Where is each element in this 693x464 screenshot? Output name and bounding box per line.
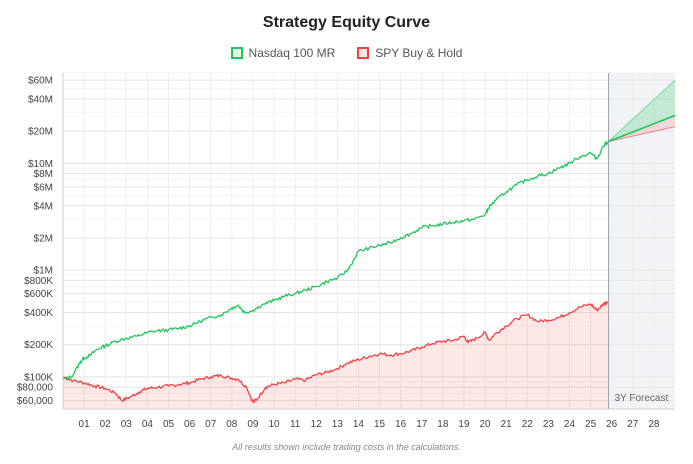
x-tick-label: 05 <box>163 419 175 430</box>
y-tick-label: $60,000 <box>17 396 54 407</box>
y-tick-label: $80,000 <box>17 383 54 394</box>
y-tick-label: $200K <box>24 340 53 351</box>
forecast-label: 3Y Forecast <box>615 393 669 404</box>
y-tick-label: $1M <box>34 266 53 277</box>
x-tick-label: 27 <box>627 419 639 430</box>
nasdaq-line <box>62 140 610 381</box>
x-tick-label: 26 <box>606 419 618 430</box>
y-tick-label: $600K <box>24 289 53 300</box>
x-tick-label: 17 <box>416 419 428 430</box>
x-tick-label: 22 <box>522 419 534 430</box>
y-tick-label: $800K <box>24 276 53 287</box>
x-tick-label: 07 <box>205 419 217 430</box>
x-tick-label: 14 <box>353 419 365 430</box>
x-tick-label: 28 <box>648 419 660 430</box>
spy-area <box>63 301 609 409</box>
x-tick-label: 25 <box>585 419 597 430</box>
forecast-line-high <box>608 79 676 142</box>
y-tick-label: $2M <box>34 233 53 244</box>
legend-swatch-spy <box>357 47 370 59</box>
y-tick-label: $20M <box>28 127 53 138</box>
x-tick-label: 08 <box>226 419 238 430</box>
legend-label-spy: SPY Buy & Hold <box>375 46 463 60</box>
chart-title: Strategy Equity Curve <box>262 14 431 31</box>
x-tick-label: 15 <box>374 419 386 430</box>
forecast-line-nasdaq <box>608 114 676 143</box>
x-tick-label: 11 <box>290 419 301 430</box>
y-tick-label: $100K <box>24 372 53 383</box>
forecast-line-spy <box>608 126 676 142</box>
legend: Nasdaq 100 MR SPY Buy & Hold <box>0 46 693 60</box>
y-tick-label: $8M <box>34 169 53 180</box>
legend-swatch-nasdaq <box>230 47 243 59</box>
spy-line <box>62 300 610 404</box>
x-tick-label: 19 <box>458 419 470 430</box>
y-tick-label: $40M <box>28 94 53 105</box>
x-tick-label: 09 <box>247 419 259 430</box>
y-tick-label: $400K <box>24 308 53 319</box>
x-tick-label: 18 <box>437 419 449 430</box>
x-tick-label: 06 <box>184 419 196 430</box>
x-tick-label: 21 <box>501 419 513 430</box>
legend-item-spy[interactable]: SPY Buy & Hold <box>357 46 462 60</box>
x-tick-label: 13 <box>332 419 344 430</box>
x-tick-label: 04 <box>142 419 154 430</box>
x-tick-label: 02 <box>100 419 112 430</box>
legend-label-nasdaq: Nasdaq 100 MR <box>248 46 336 60</box>
y-tick-label: $60M <box>28 76 53 87</box>
x-tick-label: 16 <box>395 419 407 430</box>
x-tick-label: 24 <box>564 419 576 430</box>
x-tick-label: 23 <box>543 419 555 430</box>
x-tick-label: 20 <box>480 419 492 430</box>
y-tick-label: $10M <box>28 159 53 170</box>
legend-item-nasdaq[interactable]: Nasdaq 100 MR <box>230 46 336 60</box>
footnote: All results shown include trading costs … <box>232 442 461 452</box>
x-tick-label: 12 <box>311 419 323 430</box>
x-tick-label: 10 <box>268 419 280 430</box>
x-tick-label: 03 <box>121 419 133 430</box>
y-tick-label: $6M <box>34 182 53 193</box>
x-tick-label: 01 <box>79 419 91 430</box>
y-tick-label: $4M <box>34 201 53 212</box>
